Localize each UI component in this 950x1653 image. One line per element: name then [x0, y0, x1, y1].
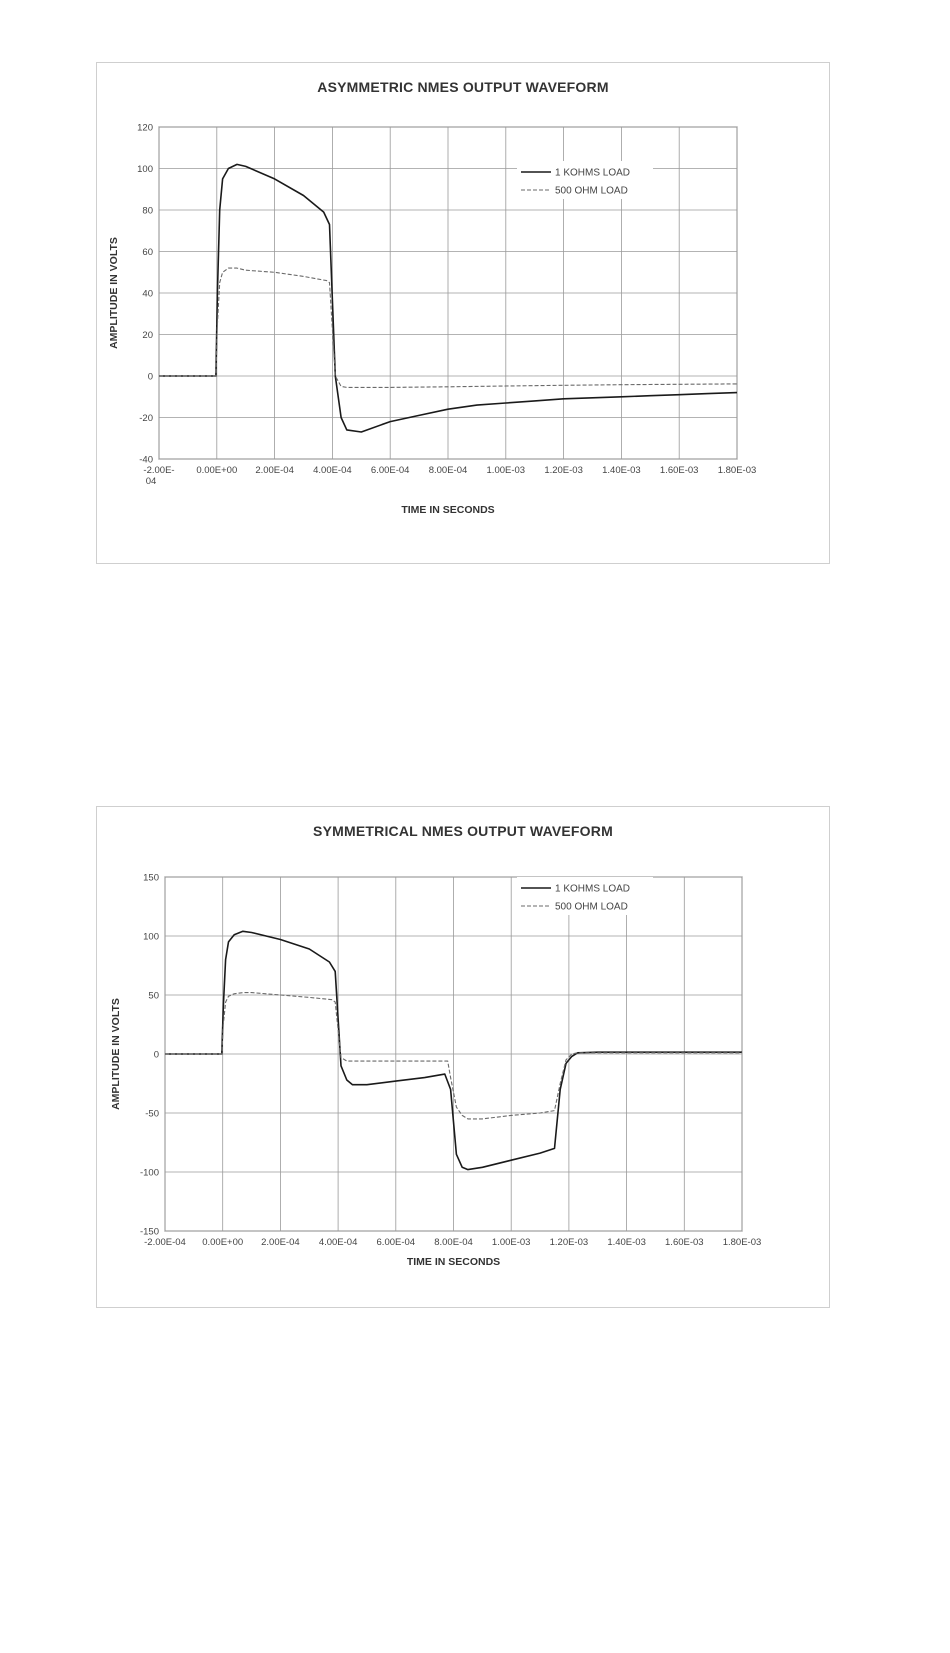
legend-label: 500 OHM LOAD: [555, 902, 628, 913]
x-tick-label: 1.80E-03: [718, 465, 757, 476]
symmetrical-chart-panel: SYMMETRICAL NMES OUTPUT WAVEFORM -2.00E-…: [96, 806, 830, 1308]
series-line-2: [159, 267, 738, 388]
x-tick-label: 1.20E-03: [544, 465, 583, 476]
y-axis-label: AMPLITUDE IN VOLTS: [108, 237, 120, 349]
y-axis-label: AMPLITUDE IN VOLTS: [110, 998, 122, 1110]
x-tick-label: 1.20E-03: [550, 1237, 589, 1248]
x-tick-label: 8.00E-04: [434, 1237, 473, 1248]
x-tick-label: 6.00E-04: [371, 465, 410, 476]
y-tick-label: 0: [148, 372, 153, 383]
y-tick-label: 80: [142, 206, 153, 217]
y-tick-label: -150: [140, 1227, 159, 1238]
series-line-1: [159, 163, 738, 433]
y-tick-label: 40: [142, 289, 153, 300]
legend: 1 KOHMS LOAD 500 OHM LOAD: [517, 161, 653, 199]
x-tick-label: 1.60E-03: [665, 1237, 704, 1248]
chart-title: ASYMMETRIC NMES OUTPUT WAVEFORM: [317, 79, 609, 95]
x-tick-label: 1.00E-03: [492, 1237, 531, 1248]
y-tick-label: 50: [148, 991, 159, 1002]
y-tick-label: 60: [142, 247, 153, 258]
y-tick-label: 150: [143, 873, 159, 884]
x-tick-label: 2.00E-04: [261, 1237, 300, 1248]
legend-label: 1 KOHMS LOAD: [555, 168, 630, 179]
y-tick-label: 0: [154, 1050, 159, 1061]
y-tick-label: 120: [137, 123, 153, 134]
x-tick-label: 2.00E-04: [255, 465, 294, 476]
x-tick-label: 0.00E+00: [202, 1237, 243, 1248]
x-tick-label: 1.60E-03: [660, 465, 699, 476]
x-tick-label: 1.40E-03: [607, 1237, 646, 1248]
y-tick-label: -50: [145, 1109, 159, 1120]
legend-box: [517, 877, 653, 915]
y-tick-label: 20: [142, 330, 153, 341]
series-line-1: [165, 930, 742, 1171]
legend-label: 1 KOHMS LOAD: [555, 884, 630, 895]
symmetrical-chart-plot: -2.00E-04 0.00E+00 2.00E-04 4.00E-04 6.00E-0…: [110, 873, 762, 1269]
legend: 1 KOHMS LOAD 500 OHM LOAD: [517, 877, 653, 915]
x-tick-label: 0.00E+00: [196, 465, 237, 476]
x-tick-label: 4.00E-04: [313, 465, 352, 476]
x-tick-label: 6.00E-04: [377, 1237, 416, 1248]
legend-box: [517, 161, 653, 199]
x-tick-label: -2.00E-04: [144, 1237, 186, 1248]
series-line-2: [165, 992, 742, 1120]
x-axis-label: TIME IN SECONDS: [407, 1256, 500, 1268]
x-tick-label: 4.00E-04: [319, 1237, 358, 1248]
chart-title: SYMMETRICAL NMES OUTPUT WAVEFORM: [313, 823, 613, 839]
asymmetric-chart-plot: -2.00E-04 0.00E+00 2.00E-04 4.00E-04 6.00E-0…: [108, 123, 757, 517]
x-tick-label: -2.00E-04: [143, 465, 174, 487]
x-tick-label: 1.00E-03: [487, 465, 526, 476]
legend-label: 500 OHM LOAD: [555, 186, 628, 197]
x-axis-label: TIME IN SECONDS: [401, 504, 494, 516]
y-tick-label: -40: [139, 455, 153, 466]
y-tick-label: 100: [143, 932, 159, 943]
x-tick-label: 8.00E-04: [429, 465, 468, 476]
y-tick-label: 100: [137, 164, 153, 175]
y-tick-label: -100: [140, 1168, 159, 1179]
asymmetric-chart-panel: ASYMMETRIC NMES OUTPUT WAVEFORM -2.00E-0…: [96, 62, 830, 564]
y-tick-label: -20: [139, 413, 153, 424]
x-tick-label: 1.40E-03: [602, 465, 641, 476]
x-tick-label: 1.80E-03: [723, 1237, 762, 1248]
